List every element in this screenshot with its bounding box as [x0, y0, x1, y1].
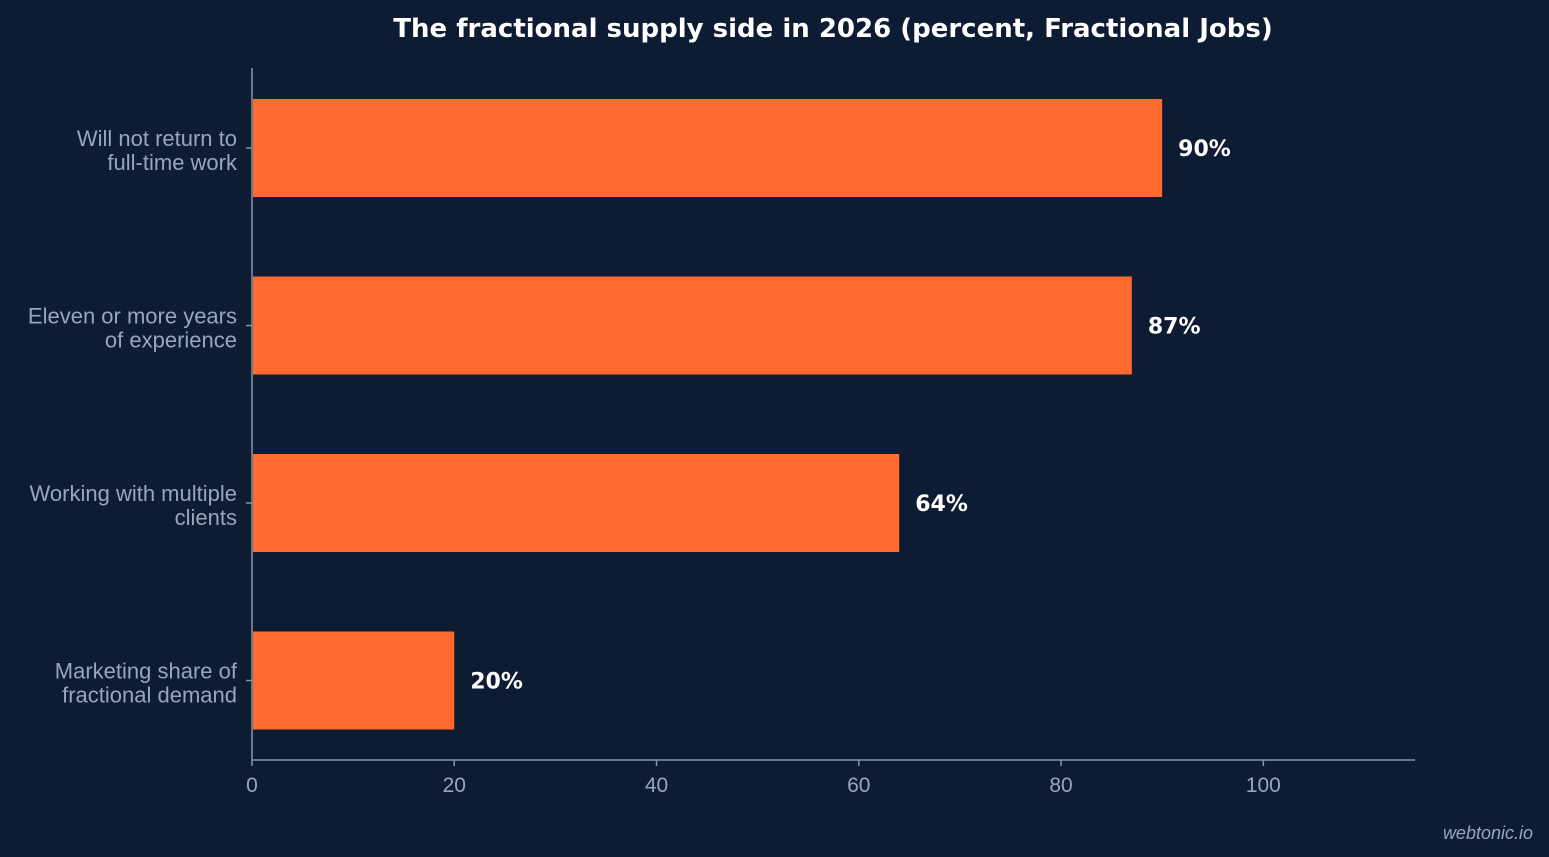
category-label-line: fractional demand — [62, 683, 237, 708]
bar-value-label: 64% — [915, 492, 968, 517]
bar — [253, 99, 1163, 197]
bar — [253, 454, 900, 552]
bar-value-label: 20% — [470, 670, 523, 695]
x-tick-label: 80 — [1049, 774, 1072, 797]
x-tick-label: 60 — [847, 774, 870, 797]
category-label-line: clients — [175, 505, 237, 530]
category-label-line: Will not return to — [77, 126, 237, 151]
x-tick-label: 20 — [443, 774, 466, 797]
credit-label: webtonic.io — [1443, 823, 1533, 843]
x-tick-label: 0 — [246, 774, 258, 797]
chart-bars — [253, 99, 1163, 730]
category-label-line: Working with multiple — [30, 481, 237, 506]
x-tick-label: 40 — [645, 774, 668, 797]
bar-value-label: 87% — [1148, 315, 1201, 340]
bar-value-label: 90% — [1178, 137, 1231, 162]
chart-labels: 90% Will not return to full-time work 87% El… — [28, 126, 1231, 708]
category-label-line: Marketing share of — [55, 659, 238, 684]
category-label: Will not return to full-time work — [77, 126, 238, 175]
chart-title: The fractional supply side in 2026 (perc… — [393, 14, 1272, 44]
category-label-line: full-time work — [107, 150, 238, 175]
category-label-line: of experience — [105, 328, 237, 353]
bar — [253, 276, 1132, 375]
category-label: Eleven or more years of experience — [28, 304, 237, 353]
bar — [253, 631, 455, 730]
category-label: Marketing share of fractional demand — [55, 659, 238, 708]
category-label-line: Eleven or more years — [28, 304, 237, 329]
x-tick-label: 100 — [1246, 774, 1281, 797]
chart-axes: 0 20 40 60 80 100 — [246, 68, 1415, 797]
category-label: Working with multiple clients — [30, 481, 237, 530]
